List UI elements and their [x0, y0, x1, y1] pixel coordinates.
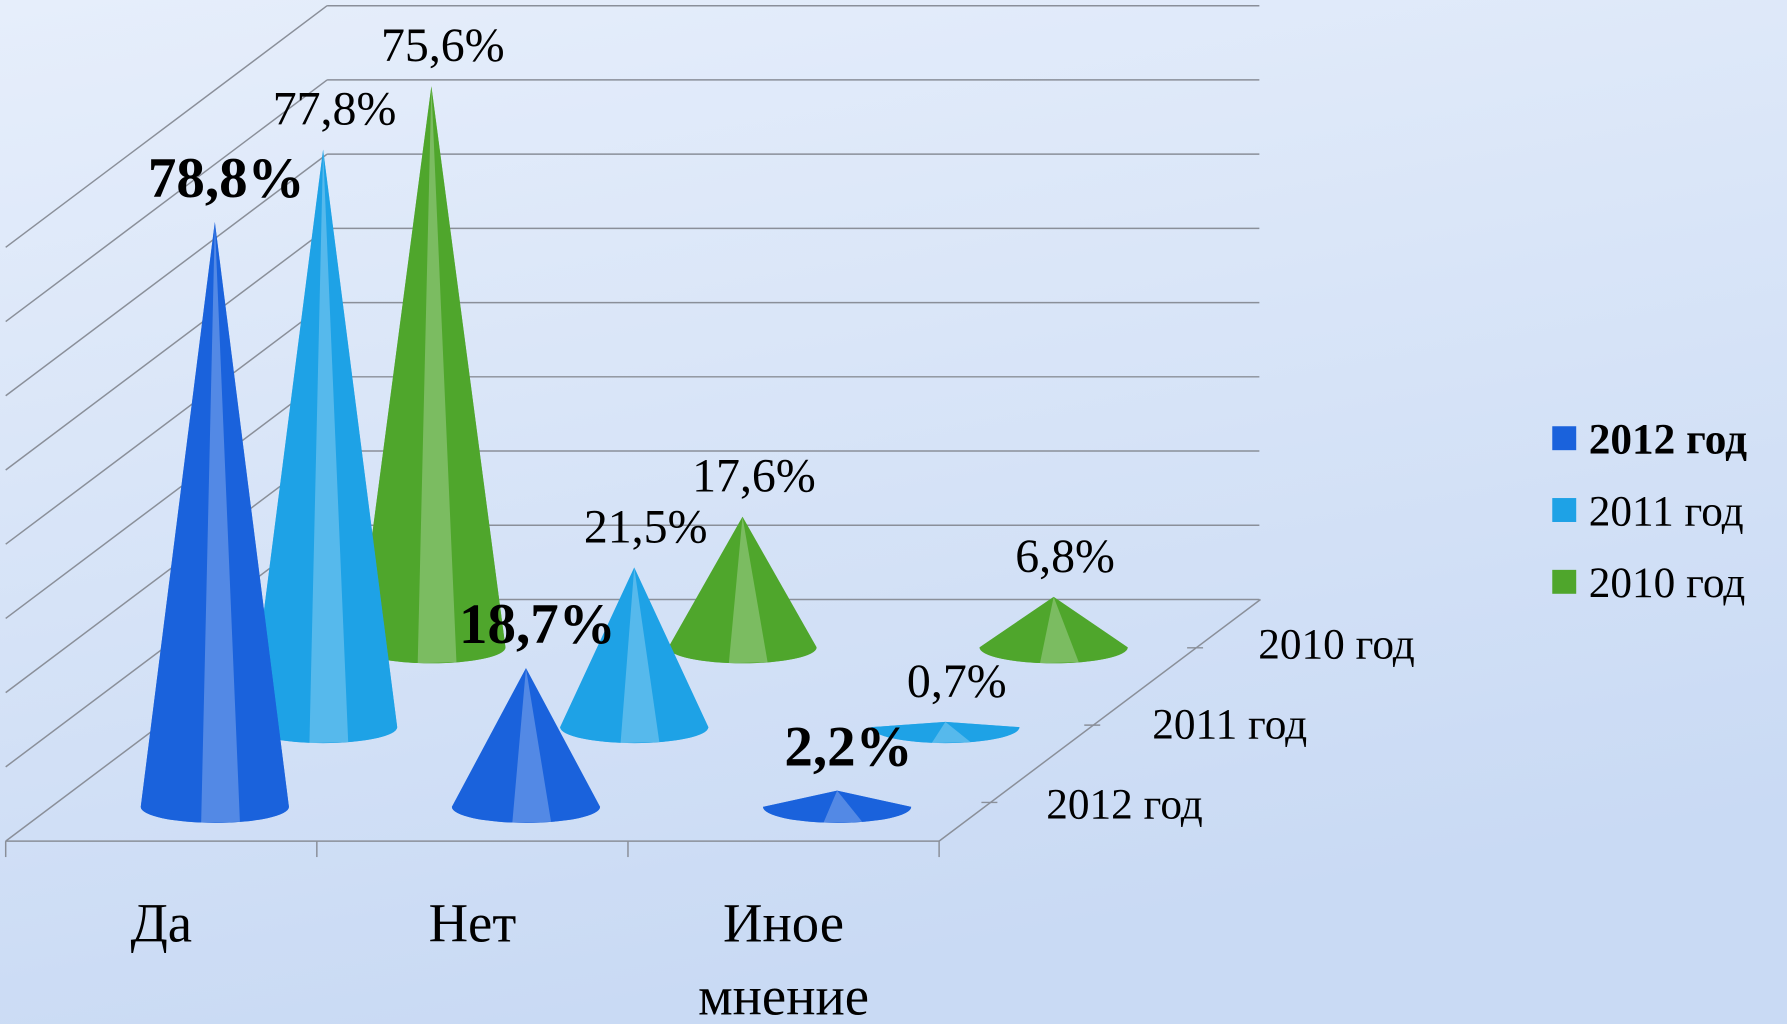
cone-highlight [417, 86, 457, 664]
grid-line [5, 301, 328, 545]
cone-highlight [620, 567, 660, 744]
cone-highlight [201, 222, 240, 823]
depth-axis [938, 598, 1261, 842]
data-label: 0,7% [907, 655, 1007, 708]
legend-swatch [1552, 498, 1577, 522]
data-label: 77,8% [273, 83, 397, 136]
cone-shade [871, 721, 1020, 744]
x-tick-label-line: Иное [723, 892, 844, 953]
cone-shade [249, 149, 398, 744]
legend-swatch [1552, 426, 1577, 451]
grid-line [5, 450, 328, 694]
cone-shade [763, 790, 912, 823]
cone-highlight [1039, 596, 1079, 664]
cone-shade [357, 86, 506, 664]
grid-line [5, 79, 328, 323]
x-tick-label: Нет [429, 892, 517, 953]
grid-line [5, 153, 328, 397]
legend-label: 2012 год [1589, 416, 1747, 464]
data-label: 2,2% [784, 716, 912, 779]
x-tick-label-line: мнение [698, 965, 869, 1024]
data-label: 21,5% [584, 500, 708, 553]
cone-shade [560, 567, 709, 744]
data-label: 18,7% [459, 593, 616, 656]
cone-highlight [823, 790, 863, 823]
data-label: 17,6% [692, 450, 816, 503]
depth-label: 2010 год [1258, 621, 1415, 669]
cone-highlight [512, 668, 552, 823]
depth-label: 2012 год [1046, 780, 1203, 828]
cone-shade [451, 668, 601, 823]
data-label: 78,8% [148, 147, 305, 210]
cone-shade [979, 596, 1128, 664]
cone-highlight [309, 149, 349, 744]
depth-label: 2011 год [1152, 701, 1307, 749]
grid-line [5, 227, 328, 471]
data-label: 75,6% [381, 19, 505, 72]
x-tick-label: Да [130, 892, 192, 953]
cone-shade [140, 222, 289, 823]
data-label: 6,8% [1015, 530, 1115, 583]
legend-label: 2010 год [1589, 559, 1746, 607]
cone-shade [668, 516, 817, 664]
cone-highlight [931, 721, 971, 744]
grid-line [5, 5, 328, 248]
legend-label: 2011 год [1589, 487, 1744, 535]
grid-line [5, 376, 328, 620]
plot-area: Да Нет Иное мнение 2012 год 2011 год 2010 год 7… [4, 4, 1747, 1024]
cone-highlight [728, 516, 768, 664]
legend-swatch [1552, 569, 1577, 594]
x-tick-label: Иное мнение [698, 892, 869, 1024]
